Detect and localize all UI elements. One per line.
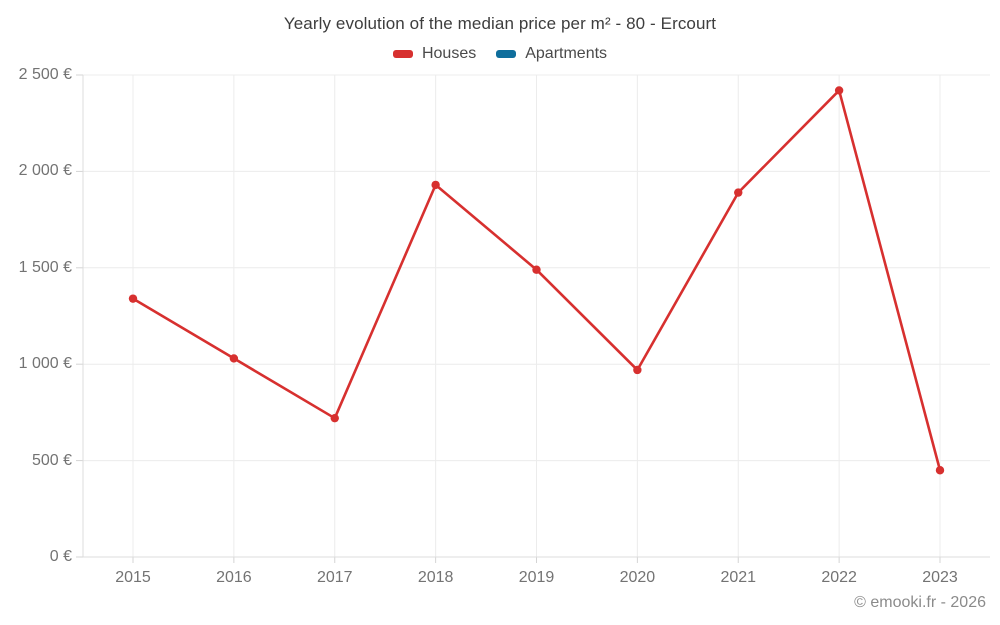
- y-axis-tick-label: 2 000 €: [18, 162, 72, 180]
- chart-legend: Houses Apartments: [0, 45, 1000, 63]
- legend-item-houses[interactable]: Houses: [392, 45, 477, 63]
- y-axis-tick-label: 1 000 €: [18, 355, 72, 373]
- data-point-houses[interactable]: [128, 294, 138, 303]
- legend-swatch-icon: [392, 50, 413, 58]
- x-axis-tick-label: 2021: [720, 569, 757, 586]
- data-point-houses[interactable]: [330, 413, 339, 423]
- data-point-houses[interactable]: [834, 86, 844, 95]
- legend-swatch-icon: [496, 50, 517, 58]
- x-axis-tick-label: 2020: [619, 569, 656, 586]
- x-axis-tick-label: 2016: [216, 569, 252, 586]
- data-point-houses[interactable]: [935, 466, 945, 475]
- line-chart-plot: [76, 74, 990, 563]
- x-axis-tick-label: 2018: [417, 569, 454, 586]
- x-axis-tick-label: 2019: [518, 569, 555, 586]
- data-point-houses[interactable]: [734, 188, 743, 197]
- legend-label: Apartments: [525, 45, 608, 62]
- legend-item-apartments[interactable]: Apartments: [496, 45, 607, 63]
- data-point-houses[interactable]: [229, 354, 239, 363]
- y-axis-tick-label: 2 500 €: [18, 66, 72, 83]
- legend-label: Houses: [421, 45, 477, 62]
- data-point-houses[interactable]: [431, 180, 440, 190]
- copyright-credit: © emooki.fr - 2026: [854, 594, 986, 611]
- x-axis-tick-label: 2023: [922, 569, 958, 586]
- x-axis-tick-label: 2015: [115, 569, 151, 586]
- x-axis-tick-label: 2017: [316, 569, 353, 586]
- data-point-houses[interactable]: [532, 265, 541, 274]
- data-point-houses[interactable]: [633, 365, 642, 375]
- y-axis-tick-label: 500 €: [31, 451, 72, 469]
- chart-title: Yearly evolution of the median price per…: [283, 14, 717, 33]
- y-axis-tick-label: 1 500 €: [18, 258, 72, 276]
- x-axis-tick-label: 2022: [821, 569, 857, 586]
- y-axis-tick-label: 0 €: [49, 548, 72, 565]
